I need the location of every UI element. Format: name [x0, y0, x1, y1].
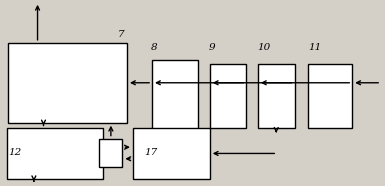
Bar [133, 128, 210, 179]
Text: 12: 12 [8, 148, 22, 157]
Bar [99, 139, 122, 167]
Bar [258, 64, 295, 128]
Text: 9: 9 [209, 43, 216, 52]
Text: 10: 10 [257, 43, 270, 52]
Text: 11: 11 [308, 43, 321, 52]
Text: 17: 17 [144, 148, 157, 157]
Bar [152, 60, 198, 133]
Bar [8, 43, 127, 123]
Bar [7, 128, 103, 179]
Bar [210, 64, 246, 128]
Text: 7: 7 [117, 30, 124, 39]
Bar [308, 64, 352, 128]
Text: 8: 8 [151, 43, 158, 52]
